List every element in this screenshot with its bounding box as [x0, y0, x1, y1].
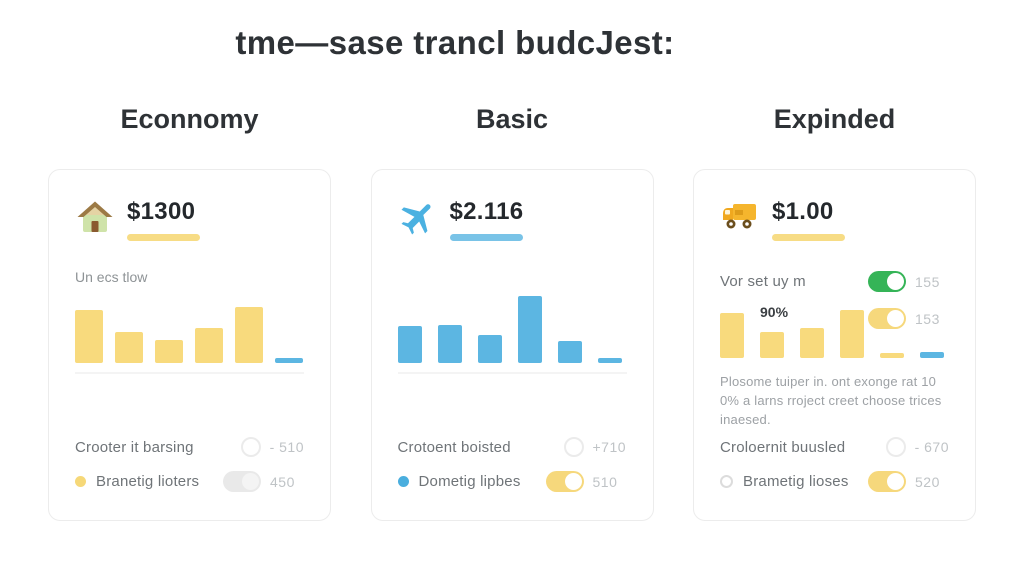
plan-header-economy: Econnomy	[120, 104, 259, 134]
price-row: $1300	[75, 198, 304, 241]
row-value: 520	[915, 473, 940, 490]
price-block: $1.00	[772, 198, 845, 241]
row-value: - 510	[269, 439, 304, 455]
row-label: Branetig lioters	[96, 473, 200, 490]
price-value: $2.116	[449, 198, 524, 225]
chart-bar	[517, 296, 542, 363]
chart-area: 90% 153	[720, 304, 949, 358]
chart-bar	[155, 340, 183, 363]
plane-icon	[398, 198, 438, 238]
price-underline	[772, 234, 845, 241]
feature-rows: Crotoent boisted +710 Dometig lipbes	[397, 437, 627, 492]
plan-card-basic: $2.116 Crotoent boisted +710	[370, 169, 654, 521]
chart-bar	[235, 307, 263, 363]
chart-bar	[840, 310, 864, 358]
chart-bar	[115, 332, 143, 363]
price-value: $1300	[127, 198, 196, 225]
plan-header-basic: Basic	[475, 104, 549, 134]
radio-button[interactable]	[240, 437, 261, 457]
budget-comparison-page: tme—sase trancl budcJest: Econnomy	[0, 24, 1024, 521]
plan-header-expinded: Expinded	[773, 104, 896, 134]
plan-columns: Econnomy $1300	[0, 104, 1024, 521]
price-underline	[449, 234, 523, 241]
chart-bar	[760, 332, 784, 358]
row-value: 450	[270, 473, 295, 490]
feature-row: Crotoent boisted +710	[398, 437, 627, 457]
radio-button[interactable]	[885, 437, 906, 457]
toggle-switch[interactable]	[868, 271, 906, 292]
row-label: Croloernit buusled	[720, 438, 846, 456]
price-underline	[127, 234, 200, 241]
chart-side-toggle: 153	[868, 308, 949, 329]
row-value: 153	[915, 310, 940, 327]
toggle-knob	[564, 473, 582, 490]
toggle-knob	[887, 473, 904, 490]
circle-bullet-icon	[720, 475, 733, 488]
plan-card-economy: $1300 Un ecs tlow Crooter it barsing - 5…	[48, 169, 331, 521]
chart-bar	[275, 358, 303, 363]
row-label: Crooter it barsing	[75, 438, 194, 456]
blue-dot-icon	[397, 476, 409, 487]
chart-bar	[920, 352, 944, 358]
row-value: 155	[915, 273, 940, 290]
column-expinded: Expinded $1.00	[693, 104, 976, 521]
feature-rows: Crooter it barsing - 510 Branetig lioter…	[75, 437, 304, 492]
toggle-switch[interactable]	[868, 471, 906, 492]
chart-bar	[477, 335, 502, 363]
price-block: $1300	[127, 198, 200, 241]
toggle-switch[interactable]	[868, 308, 906, 329]
row-label: Vor set uy m	[720, 273, 806, 290]
chart-bar	[720, 313, 744, 358]
bar-chart	[720, 306, 949, 358]
feature-rows: Croloernit buusled - 670 Brametig lioses	[720, 437, 949, 492]
yellow-dot-icon	[75, 476, 86, 487]
radio-button[interactable]	[563, 437, 584, 457]
price-row: $1.00	[720, 198, 949, 241]
card-description: Plosome tuiper in. ont exonge rat 10 0% …	[720, 374, 942, 427]
chart-bar	[397, 326, 422, 363]
chart-bar	[75, 310, 103, 363]
plan-card-expinded: $1.00 Vor set uy m 155 90%	[693, 169, 976, 521]
chart-bar	[800, 328, 824, 358]
chart-annotation: 90%	[760, 304, 789, 320]
chart-bar	[597, 358, 622, 363]
row-label: Dometig lipbes	[418, 473, 521, 490]
price-value: $1.00	[772, 198, 834, 225]
chart-bar	[557, 341, 582, 363]
column-economy: Econnomy $1300	[48, 104, 331, 521]
chart-bar	[195, 328, 223, 363]
row-label: Crotoent boisted	[397, 438, 511, 456]
chart-bar	[880, 353, 904, 358]
card-subtitle: Un ecs tlow	[75, 269, 148, 285]
feature-row: Branetig lioters 450	[75, 471, 304, 492]
price-row: $2.116	[398, 198, 627, 241]
bar-chart	[397, 293, 627, 374]
house-icon	[75, 198, 115, 238]
row-value: 510	[592, 473, 618, 490]
chart-bar	[437, 325, 462, 363]
bar-chart	[75, 301, 304, 374]
feature-row: Brametig lioses 520	[720, 471, 949, 492]
row-value: +710	[592, 439, 627, 455]
toggle-knob	[887, 273, 904, 290]
toggle-knob	[242, 473, 259, 490]
toggle-switch[interactable]	[545, 471, 584, 492]
toggle-knob	[887, 310, 904, 327]
row-label: Brametig lioses	[743, 473, 849, 490]
toggle-switch[interactable]	[223, 471, 261, 492]
feature-row: Croloernit buusled - 670	[720, 437, 949, 457]
feature-row: Crooter it barsing - 510	[75, 437, 304, 457]
page-title: tme—sase trancl budcJest:	[235, 24, 675, 61]
feature-row: Dometig lipbes 510	[397, 471, 627, 492]
setting-row: Vor set uy m 155	[720, 271, 949, 292]
column-basic: Basic $2.116	[370, 104, 654, 521]
row-value: - 670	[914, 439, 949, 455]
truck-icon	[720, 198, 760, 238]
price-block: $2.116	[449, 198, 524, 241]
